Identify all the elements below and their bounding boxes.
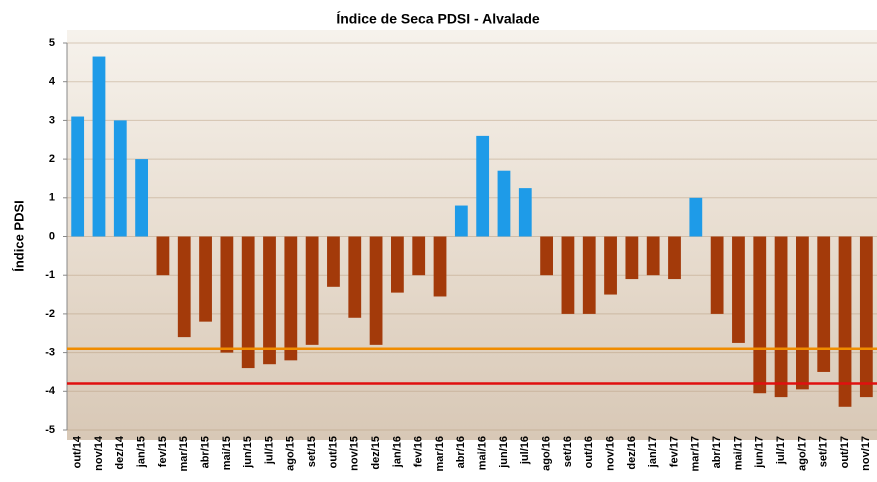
bar xyxy=(497,170,511,237)
x-tick-label: out/15 xyxy=(327,436,339,468)
bar xyxy=(113,120,127,237)
bar xyxy=(561,236,575,314)
bar xyxy=(305,236,319,345)
bar xyxy=(604,236,617,295)
plot-background xyxy=(67,30,877,440)
x-tick-label: abr/17 xyxy=(711,436,723,468)
x-tick-label: nov/15 xyxy=(349,436,361,471)
x-tick-label: out/16 xyxy=(583,436,595,468)
bar xyxy=(774,236,788,398)
y-tick-label: 5 xyxy=(49,37,55,49)
bar xyxy=(518,188,532,237)
bar xyxy=(732,236,745,343)
chart-title: Índice de Seca PDSI - Alvalade xyxy=(336,11,540,27)
bar xyxy=(817,236,831,372)
bar xyxy=(135,159,148,237)
x-tick-label: mar/15 xyxy=(178,436,190,471)
x-tick-label: jun/15 xyxy=(242,436,254,469)
x-tick-label: set/15 xyxy=(306,436,318,467)
bar xyxy=(668,236,681,280)
y-tick-label: 2 xyxy=(49,153,55,165)
bar xyxy=(71,116,85,237)
bar xyxy=(369,236,383,345)
bar xyxy=(263,236,276,365)
y-tick-label: 3 xyxy=(49,114,55,126)
y-tick-label: 4 xyxy=(49,76,56,88)
bar xyxy=(796,236,809,390)
x-tick-label: set/16 xyxy=(562,436,574,467)
bar xyxy=(220,236,234,353)
x-tick-label: nov/17 xyxy=(860,436,872,471)
bar xyxy=(412,236,426,276)
x-tick-label: dez/15 xyxy=(370,436,382,470)
bar xyxy=(92,56,106,237)
bar xyxy=(284,236,298,361)
bar xyxy=(156,236,170,276)
bar xyxy=(327,236,340,287)
bar xyxy=(177,236,191,338)
x-tick-label: jan/17 xyxy=(647,436,659,468)
x-tick-label: set/17 xyxy=(818,436,830,467)
x-tick-label: ago/15 xyxy=(285,436,297,471)
bar xyxy=(348,236,362,318)
bar xyxy=(454,205,468,237)
bar xyxy=(540,236,553,276)
y-tick-label: -2 xyxy=(45,308,55,320)
x-tick-label: jan/16 xyxy=(391,436,403,468)
y-tick-label: -5 xyxy=(45,424,55,436)
x-tick-label: jun/17 xyxy=(754,436,766,469)
x-tick-label: abr/15 xyxy=(199,436,211,468)
bar xyxy=(241,236,255,369)
x-tick-label: jul/15 xyxy=(263,436,275,465)
bar xyxy=(199,236,212,322)
x-tick-label: jun/16 xyxy=(498,436,510,469)
y-tick-label: -3 xyxy=(45,347,55,359)
y-tick-label: -1 xyxy=(45,269,55,281)
x-tick-label: abr/16 xyxy=(455,436,467,468)
x-tick-label: out/17 xyxy=(839,436,851,468)
y-tick-label: 0 xyxy=(49,230,55,242)
y-tick-label: -4 xyxy=(45,385,56,397)
bar xyxy=(476,135,490,237)
x-tick-label: out/14 xyxy=(72,435,84,468)
bar xyxy=(391,236,404,293)
x-tick-label: mar/16 xyxy=(434,436,446,471)
x-tick-label: fev/17 xyxy=(668,436,680,467)
x-tick-label: jul/16 xyxy=(519,436,531,465)
x-tick-label: nov/16 xyxy=(604,436,616,471)
y-axis-label: Índice PDSI xyxy=(11,200,26,272)
bar xyxy=(625,236,639,280)
bar xyxy=(753,236,767,394)
x-tick-label: jan/15 xyxy=(136,436,148,468)
x-tick-label: mai/15 xyxy=(221,436,233,470)
x-tick-label: mai/16 xyxy=(477,436,489,470)
bar xyxy=(710,236,724,314)
x-tick-label: mar/17 xyxy=(690,436,702,471)
bar xyxy=(689,197,703,237)
bar xyxy=(859,236,873,398)
x-tick-label: ago/16 xyxy=(541,436,553,471)
y-tick-label: 1 xyxy=(49,192,55,204)
x-tick-label: fev/16 xyxy=(413,436,425,467)
x-tick-label: dez/14 xyxy=(114,435,126,470)
x-tick-label: mai/17 xyxy=(732,436,744,470)
bar xyxy=(433,236,447,297)
x-tick-label: nov/14 xyxy=(93,435,105,471)
bar xyxy=(838,236,852,407)
x-tick-label: dez/16 xyxy=(626,436,638,470)
bar xyxy=(582,236,596,314)
x-tick-label: jul/17 xyxy=(775,436,787,465)
x-tick-label: fev/15 xyxy=(157,436,169,467)
x-tick-label: ago/17 xyxy=(796,436,808,471)
bar xyxy=(646,236,660,276)
